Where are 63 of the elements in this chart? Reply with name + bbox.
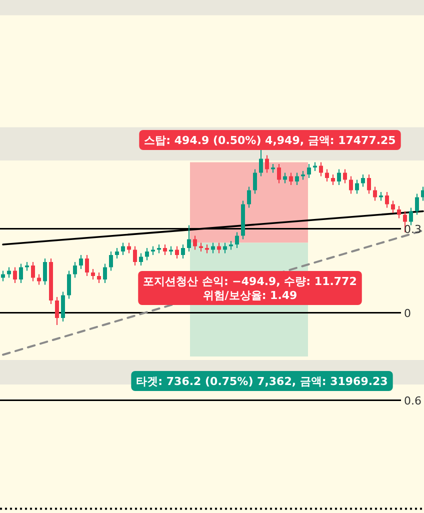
candlestick (337, 168, 341, 186)
candlestick (67, 270, 71, 300)
candlestick (31, 262, 35, 282)
candlestick (1, 270, 5, 282)
candlestick (55, 296, 59, 326)
candlestick (223, 242, 227, 254)
candlestick (277, 164, 281, 184)
candlestick (85, 254, 89, 276)
candlestick (415, 193, 419, 216)
candlestick (43, 258, 47, 286)
text: 0.6 (404, 394, 422, 408)
candlestick (283, 172, 287, 184)
candlestick (91, 268, 95, 280)
candlestick (103, 263, 107, 284)
candlestick (355, 179, 359, 194)
candlestick (13, 266, 17, 284)
candlestick (397, 206, 401, 219)
candlestick (133, 246, 137, 266)
candlestick (193, 235, 197, 250)
candlestick (373, 186, 377, 202)
candlestick (349, 176, 353, 194)
candlestick (61, 291, 65, 322)
candlestick (217, 242, 221, 254)
candlestick (385, 192, 389, 208)
candlestick (37, 274, 41, 286)
candlestick (175, 246, 179, 259)
candlestick (19, 263, 23, 284)
candlestick (211, 242, 215, 254)
candlestick (295, 172, 299, 186)
candlestick (391, 200, 395, 214)
candlestick (307, 164, 311, 178)
candlestick (367, 174, 371, 194)
candlestick (139, 252, 143, 266)
annotation: 위험/보상율: 1.49 (202, 289, 298, 302)
candlestick (115, 248, 119, 259)
candlestick (325, 168, 329, 182)
candlestick (259, 150, 263, 177)
candlestick (79, 254, 83, 270)
text: 스탑: 494.9 (0.50%) 4,949, 금액: 17477.25 (144, 134, 396, 147)
candlestick (163, 244, 167, 256)
annotation: 포지션청산 손익: −494.9, 수량: 11.772 (143, 275, 357, 288)
candlestick (7, 266, 11, 278)
candlestick (127, 242, 131, 254)
annotation: 0 (404, 306, 411, 320)
candlestick (253, 168, 257, 194)
candlestick (331, 174, 335, 186)
candlestick (73, 262, 77, 278)
candlestick (121, 242, 125, 256)
candlestick (343, 168, 347, 184)
candlestick (361, 174, 365, 188)
candlestick (409, 207, 413, 226)
candlestick (421, 186, 424, 202)
candlestick (109, 251, 113, 272)
candlestick (247, 186, 251, 208)
candlestick (181, 244, 185, 259)
candlestick (319, 162, 323, 177)
candlestick (145, 248, 149, 261)
candlestick (235, 232, 239, 248)
text: 타겟: 736.2 (0.75%) 7,362, 금액: 31969.23 (136, 375, 388, 388)
candlestick (187, 224, 191, 252)
candlestick (289, 172, 293, 186)
candlestick (265, 154, 269, 174)
candlestick (97, 272, 101, 284)
